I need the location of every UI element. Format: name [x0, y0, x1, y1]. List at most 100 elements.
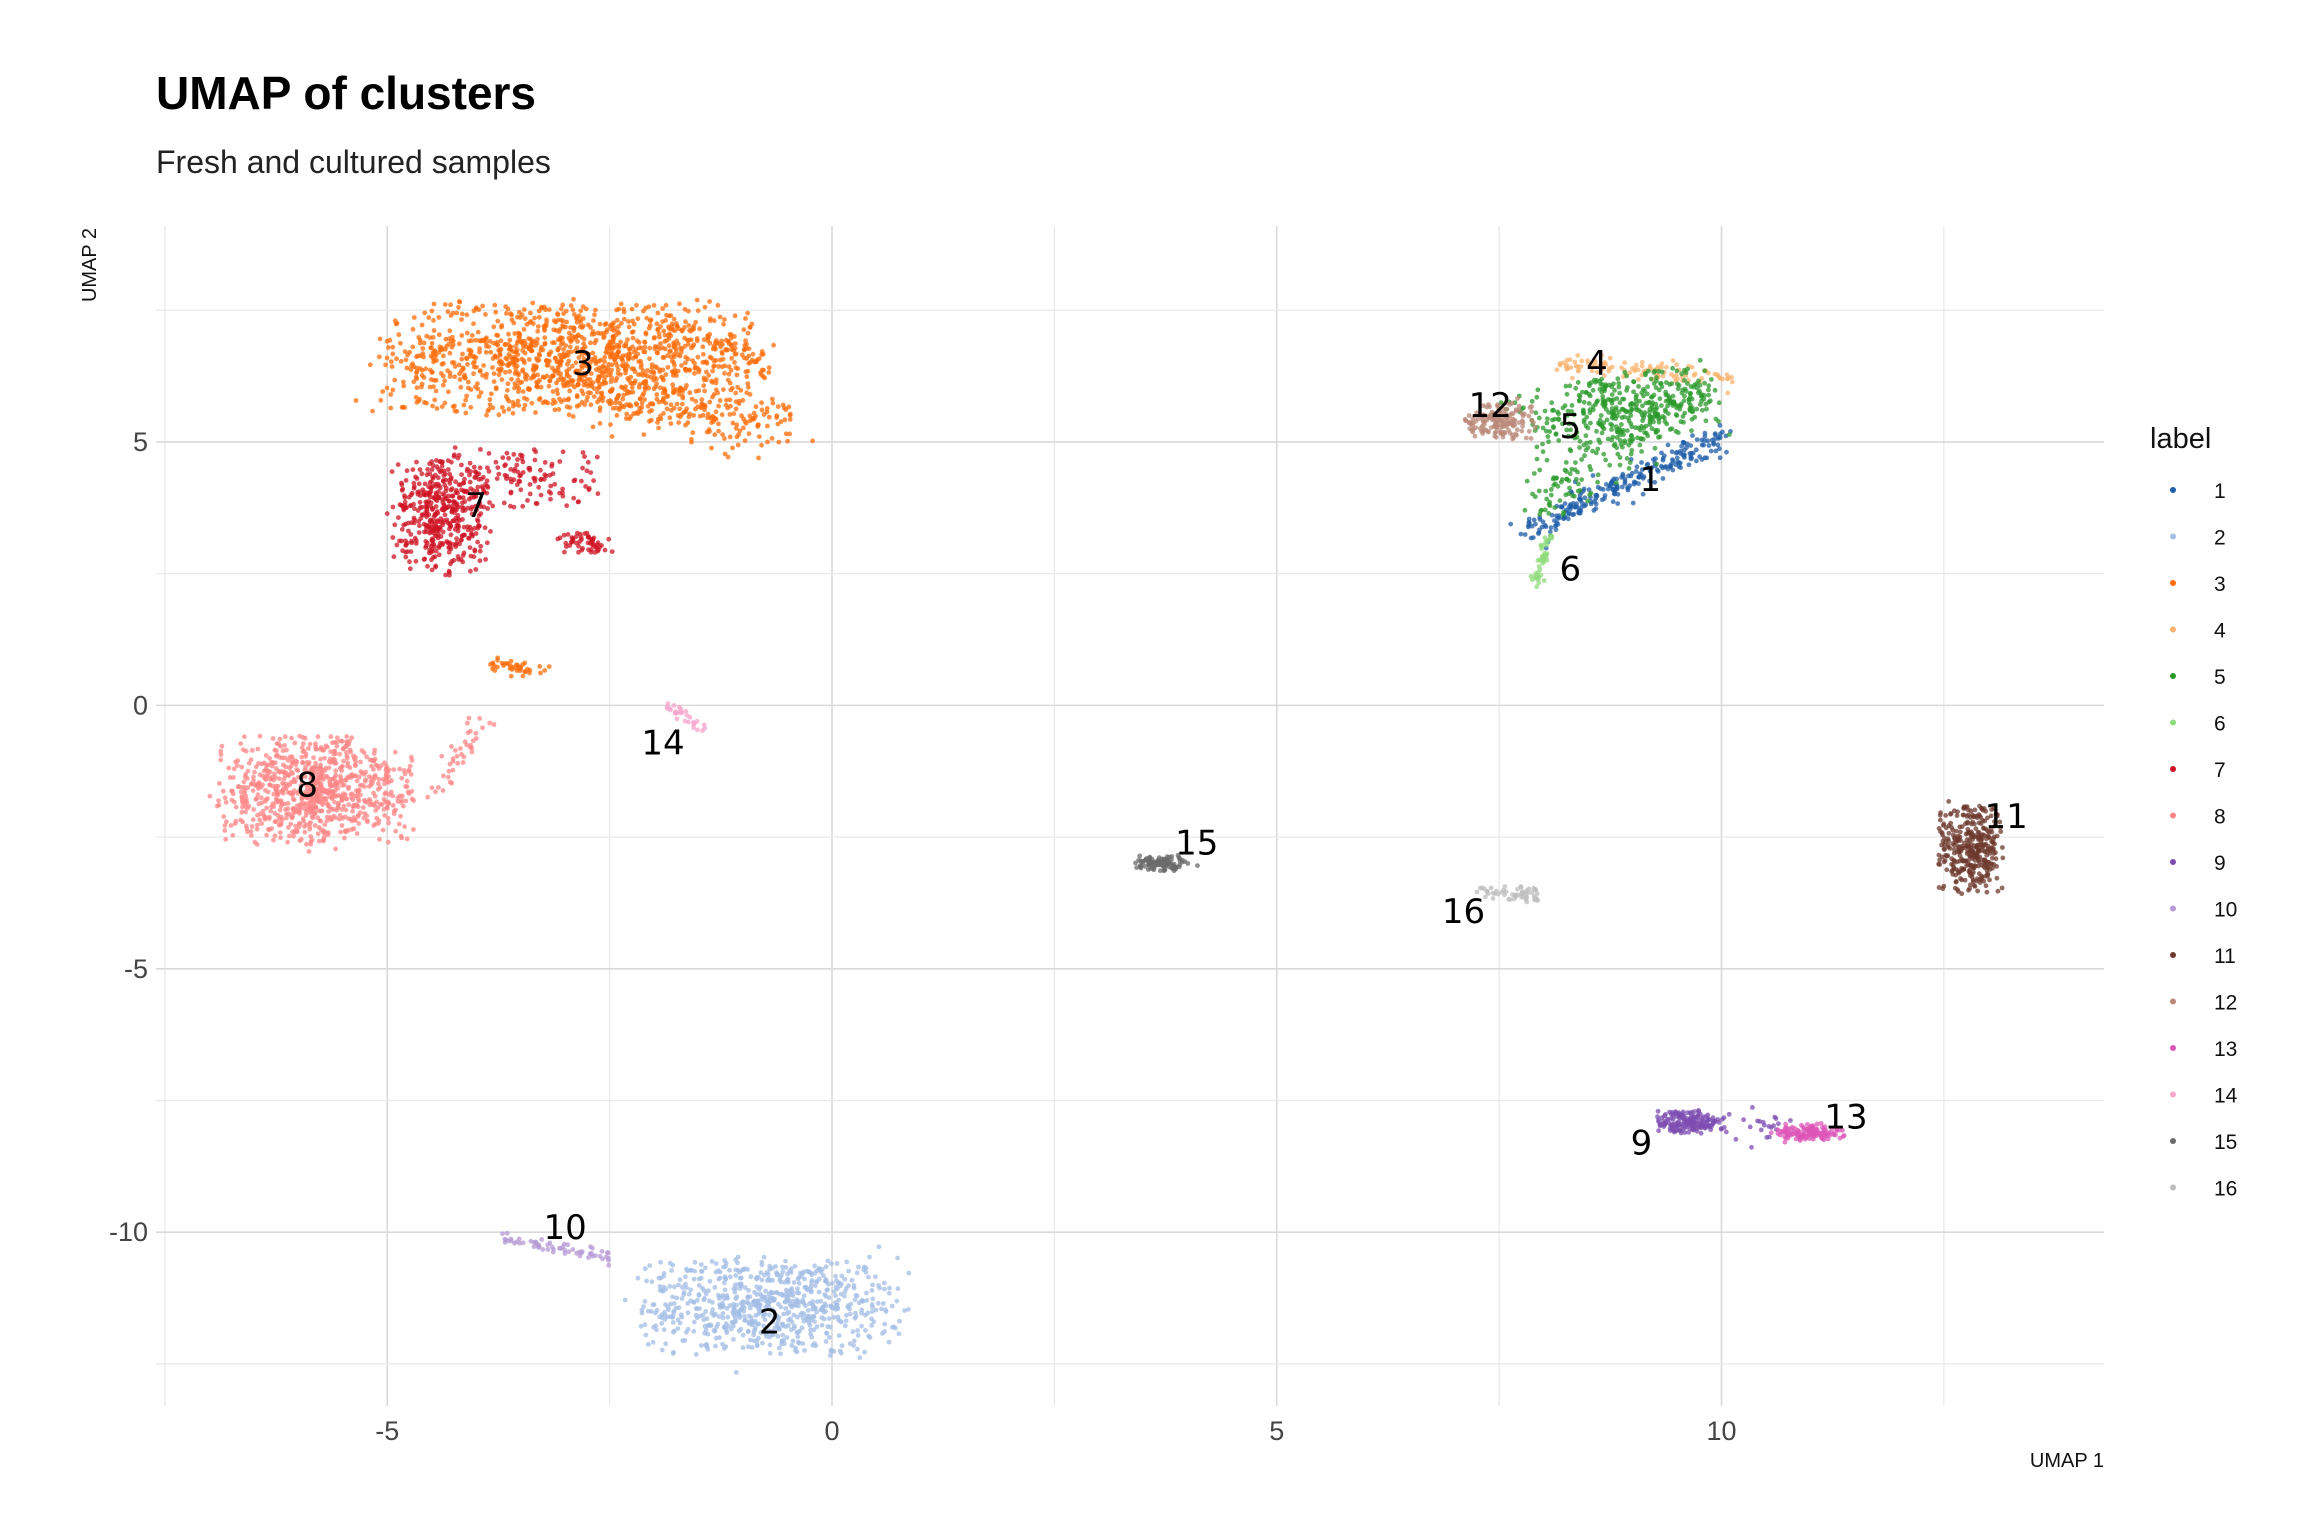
point [575, 339, 580, 344]
point [1612, 488, 1618, 494]
point [816, 1289, 822, 1295]
point [266, 826, 271, 832]
point [491, 722, 497, 727]
point [1559, 477, 1565, 482]
point [592, 312, 597, 318]
point [756, 356, 762, 361]
point [535, 372, 540, 378]
point [463, 410, 469, 416]
point [1697, 357, 1703, 363]
point [733, 1273, 739, 1278]
point [398, 813, 403, 819]
point [495, 657, 500, 663]
point [756, 434, 762, 439]
point [272, 819, 278, 825]
point [478, 447, 483, 452]
point [1615, 429, 1620, 435]
point [286, 811, 292, 817]
point [642, 1266, 648, 1272]
point [429, 567, 435, 573]
point [487, 397, 493, 402]
point [737, 1275, 743, 1281]
point [606, 362, 611, 367]
point [468, 728, 473, 734]
point [404, 540, 410, 546]
point [1686, 400, 1692, 405]
point [501, 409, 507, 414]
point [670, 1262, 676, 1268]
point [649, 1279, 655, 1285]
point [1656, 1128, 1661, 1134]
point [709, 1259, 715, 1264]
point [1665, 397, 1671, 403]
point [520, 368, 525, 374]
point [490, 405, 496, 411]
point [585, 322, 591, 328]
point [477, 548, 483, 554]
point [342, 814, 348, 820]
point [1526, 516, 1532, 522]
point [344, 739, 350, 744]
point [820, 1273, 826, 1278]
point [428, 479, 434, 484]
point [480, 303, 485, 309]
point [764, 406, 770, 411]
point [1681, 453, 1687, 459]
point [462, 476, 467, 482]
point [659, 1347, 665, 1353]
point [513, 349, 519, 355]
point [775, 421, 781, 427]
point [671, 316, 677, 322]
point [1609, 392, 1615, 397]
point [286, 825, 291, 830]
point [392, 377, 398, 383]
point [833, 1293, 838, 1298]
point [1553, 523, 1559, 529]
point [667, 349, 673, 355]
point [646, 304, 652, 310]
point [1645, 461, 1651, 467]
point [1620, 444, 1625, 450]
point [438, 459, 443, 464]
point [272, 833, 278, 839]
point [625, 337, 630, 342]
point [1568, 504, 1574, 510]
point [464, 330, 470, 336]
point [676, 1282, 681, 1288]
point [732, 313, 738, 319]
point [1689, 428, 1694, 433]
point [299, 745, 305, 750]
point [382, 760, 387, 766]
point [1544, 496, 1550, 502]
point [710, 1307, 715, 1313]
point [780, 1323, 786, 1329]
point [1669, 381, 1675, 386]
point [1788, 1118, 1793, 1123]
point [590, 539, 596, 544]
point [670, 1351, 676, 1356]
point [442, 302, 448, 307]
point [871, 1319, 877, 1325]
point [1670, 393, 1676, 399]
point [655, 310, 661, 316]
point [1675, 381, 1680, 387]
point [383, 362, 388, 368]
point [694, 1306, 699, 1312]
point [702, 388, 707, 394]
point [339, 738, 345, 744]
point [423, 492, 428, 498]
point [643, 331, 649, 337]
point [667, 1283, 673, 1289]
point [1554, 513, 1559, 519]
point [1659, 463, 1664, 469]
point [686, 323, 692, 328]
point [1563, 383, 1569, 389]
point [1625, 385, 1630, 390]
point [465, 385, 471, 391]
point [693, 398, 699, 404]
point [529, 400, 535, 406]
point [555, 536, 561, 542]
point [1600, 363, 1605, 369]
point [475, 539, 480, 545]
point [325, 774, 330, 780]
